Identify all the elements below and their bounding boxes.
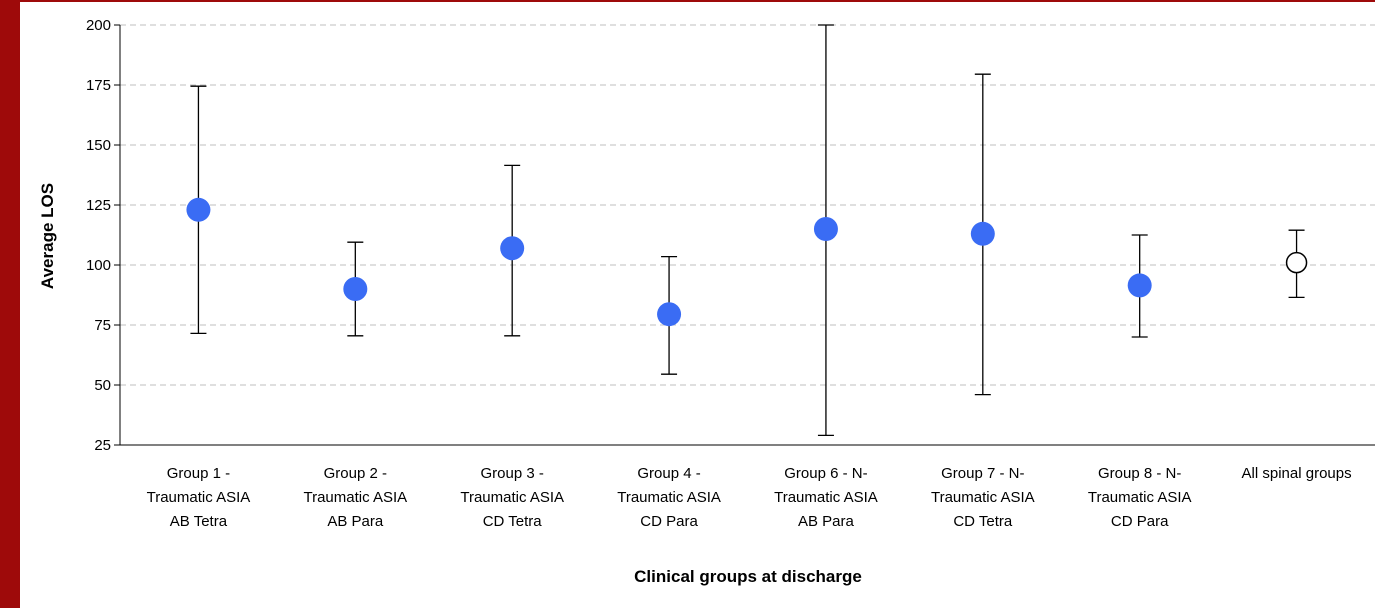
gridlines bbox=[120, 24, 1375, 386]
frame-top-border bbox=[0, 0, 1375, 2]
y-axis-title: Average LOS bbox=[38, 183, 57, 289]
x-category-label-line: CD Tetra bbox=[483, 513, 543, 530]
x-category-label-line: AB Tetra bbox=[170, 513, 228, 530]
x-category-label-line: CD Para bbox=[640, 513, 698, 530]
x-category-label-line: Traumatic ASIA bbox=[147, 489, 251, 506]
data-points bbox=[186, 197, 1308, 327]
x-category-label-line: Traumatic ASIA bbox=[617, 489, 721, 506]
x-category-label-line: CD Tetra bbox=[953, 513, 1013, 530]
x-category-label-line: Traumatic ASIA bbox=[931, 489, 1035, 506]
group-mean-point bbox=[343, 277, 368, 301]
x-category-label-line: AB Para bbox=[798, 513, 855, 530]
x-category-label-line: Traumatic ASIA bbox=[460, 489, 564, 506]
group-mean-point bbox=[970, 221, 995, 246]
x-category-label-line: Group 8 - N- bbox=[1098, 465, 1181, 482]
x-category-label-line: CD Para bbox=[1111, 513, 1169, 530]
y-tick-label: 150 bbox=[86, 137, 111, 154]
x-category-label: Group 2 - Traumatic ASIA AB Para bbox=[303, 465, 407, 530]
x-category-label-line: All spinal groups bbox=[1242, 465, 1352, 482]
y-tick-label: 25 bbox=[94, 437, 111, 454]
y-tick-label: 50 bbox=[94, 377, 111, 394]
y-tick-labels: 25 50 75 100 125 150 175 200 bbox=[86, 17, 111, 454]
x-category-label: Group 1 - Traumatic ASIA AB Tetra bbox=[147, 465, 251, 530]
group-mean-point bbox=[657, 302, 682, 327]
group-mean-point bbox=[500, 236, 525, 261]
y-tick-label: 125 bbox=[86, 197, 111, 214]
y-tick-label: 100 bbox=[86, 257, 111, 274]
frame-left-border bbox=[0, 0, 20, 608]
x-category-label: Group 3 - Traumatic ASIA CD Tetra bbox=[460, 465, 564, 530]
group-mean-point bbox=[1127, 273, 1152, 298]
x-category-labels: Group 1 - Traumatic ASIA AB Tetra Group 2 -… bbox=[147, 465, 1352, 530]
x-axis-title: Clinical groups at discharge bbox=[634, 567, 862, 586]
x-category-label: All spinal groups bbox=[1242, 465, 1352, 482]
y-tick-label: 75 bbox=[94, 317, 111, 334]
x-category-label-line: Group 7 - N- bbox=[941, 465, 1024, 482]
x-category-label-line: Traumatic ASIA bbox=[1088, 489, 1192, 506]
x-category-label-line: AB Para bbox=[327, 513, 384, 530]
overall-mean-point bbox=[1285, 251, 1308, 274]
x-category-label: Group 6 - N- Traumatic ASIA AB Para bbox=[774, 465, 878, 530]
axes bbox=[114, 24, 1375, 446]
x-category-label: Group 8 - N- Traumatic ASIA CD Para bbox=[1088, 465, 1192, 530]
x-category-label-line: Group 3 - bbox=[481, 465, 544, 482]
x-category-label-line: Traumatic ASIA bbox=[774, 489, 878, 506]
x-category-label-line: Traumatic ASIA bbox=[303, 489, 407, 506]
error-bars bbox=[190, 24, 1305, 437]
x-category-label-line: Group 4 - bbox=[637, 465, 700, 482]
x-category-label-line: Group 2 - bbox=[324, 465, 387, 482]
y-tick-label: 200 bbox=[86, 17, 111, 34]
x-category-label: Group 4 - Traumatic ASIA CD Para bbox=[617, 465, 721, 530]
x-category-label: Group 7 - N- Traumatic ASIA CD Tetra bbox=[931, 465, 1035, 530]
x-category-label-line: Group 6 - N- bbox=[784, 465, 867, 482]
y-tick-label: 175 bbox=[86, 77, 111, 94]
x-category-label-line: Group 1 - bbox=[167, 465, 230, 482]
group-mean-point bbox=[813, 217, 838, 241]
group-mean-point bbox=[186, 197, 211, 222]
